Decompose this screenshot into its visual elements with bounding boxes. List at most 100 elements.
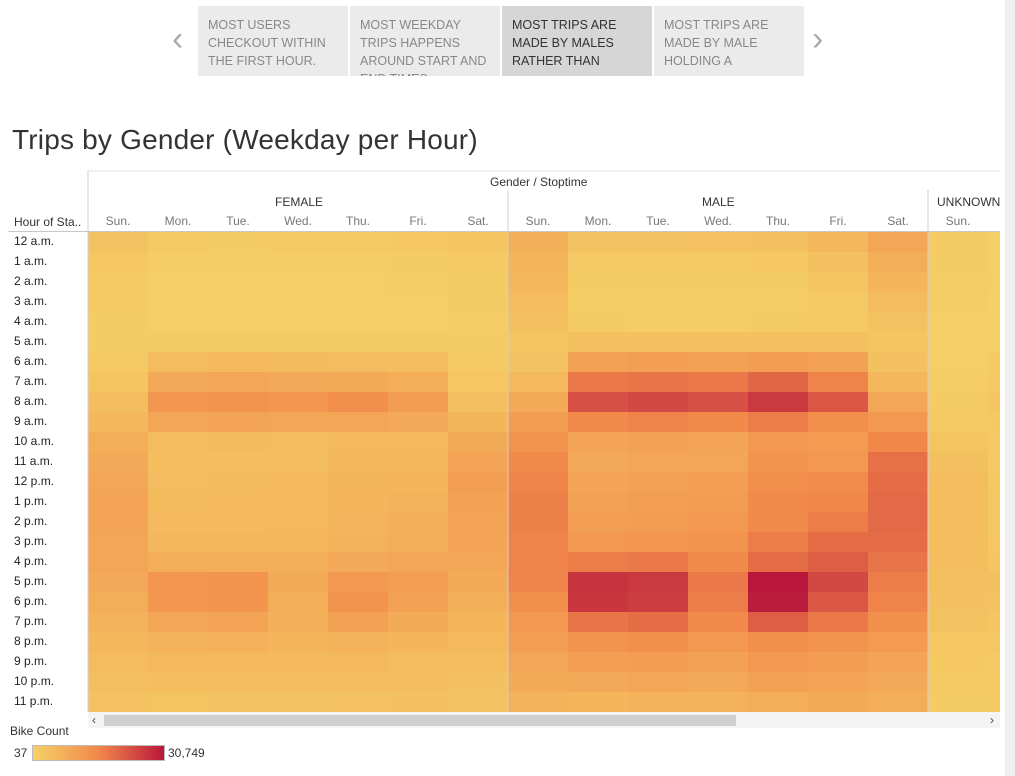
heatmap-cell[interactable]	[748, 652, 808, 672]
heatmap-cell[interactable]	[928, 252, 988, 272]
heatmap-cell[interactable]	[508, 492, 568, 512]
heatmap-cell[interactable]	[88, 672, 148, 692]
heatmap-cell[interactable]	[448, 512, 508, 532]
story-point-4[interactable]: MOST TRIPS ARE MADE BY MALE HOLDING A	[654, 6, 804, 76]
heatmap-cell[interactable]	[88, 272, 148, 292]
heatmap-cell[interactable]	[328, 572, 388, 592]
heatmap-cell[interactable]	[268, 572, 328, 592]
heatmap-cell[interactable]	[88, 432, 148, 452]
heatmap-cell[interactable]	[688, 652, 748, 672]
heatmap-cell[interactable]	[988, 352, 1000, 372]
heatmap-cell[interactable]	[628, 632, 688, 652]
heatmap-cell[interactable]	[88, 312, 148, 332]
heatmap-cell[interactable]	[148, 692, 208, 712]
heatmap-cell[interactable]	[748, 272, 808, 292]
heatmap-cell[interactable]	[208, 472, 268, 492]
heatmap-cell[interactable]	[88, 232, 148, 252]
heatmap-cell[interactable]	[508, 672, 568, 692]
heatmap-cell[interactable]	[808, 312, 868, 332]
heatmap-cell[interactable]	[688, 692, 748, 712]
heatmap-cell[interactable]	[388, 392, 448, 412]
heatmap-cell[interactable]	[628, 612, 688, 632]
heatmap-cell[interactable]	[148, 672, 208, 692]
heatmap-cell[interactable]	[868, 332, 928, 352]
heatmap-cell[interactable]	[628, 252, 688, 272]
heatmap-cell[interactable]	[808, 412, 868, 432]
heatmap-cell[interactable]	[688, 432, 748, 452]
scrollbar-thumb[interactable]	[104, 715, 736, 726]
heatmap-cell[interactable]	[388, 452, 448, 472]
heatmap-cell[interactable]	[328, 532, 388, 552]
heatmap-cell[interactable]	[868, 272, 928, 292]
heatmap-cell[interactable]	[628, 232, 688, 252]
heatmap-cell[interactable]	[448, 572, 508, 592]
heatmap-cell[interactable]	[988, 492, 1000, 512]
heatmap-cell[interactable]	[148, 272, 208, 292]
heatmap-cell[interactable]	[508, 532, 568, 552]
heatmap-cell[interactable]	[928, 632, 988, 652]
heatmap-cell[interactable]	[988, 332, 1000, 352]
heatmap-cell[interactable]	[268, 692, 328, 712]
heatmap-cell[interactable]	[448, 592, 508, 612]
heatmap-cell[interactable]	[388, 632, 448, 652]
heatmap-cell[interactable]	[448, 432, 508, 452]
heatmap-cell[interactable]	[268, 312, 328, 332]
heatmap-cell[interactable]	[88, 472, 148, 492]
heatmap-cell[interactable]	[568, 652, 628, 672]
heatmap-cell[interactable]	[448, 652, 508, 672]
heatmap-cell[interactable]	[328, 692, 388, 712]
heatmap-cell[interactable]	[208, 592, 268, 612]
heatmap-cell[interactable]	[508, 472, 568, 492]
heatmap-cell[interactable]	[88, 612, 148, 632]
heatmap-cell[interactable]	[748, 452, 808, 472]
heatmap-cell[interactable]	[748, 332, 808, 352]
heatmap-cell[interactable]	[508, 392, 568, 412]
heatmap-cell[interactable]	[688, 372, 748, 392]
heatmap-cell[interactable]	[148, 492, 208, 512]
heatmap-cell[interactable]	[388, 512, 448, 532]
heatmap-cell[interactable]	[448, 692, 508, 712]
heatmap-cell[interactable]	[88, 252, 148, 272]
heatmap-cell[interactable]	[508, 232, 568, 252]
heatmap-cell[interactable]	[748, 512, 808, 532]
heatmap-cell[interactable]	[448, 452, 508, 472]
heatmap-cell[interactable]	[148, 472, 208, 492]
heatmap-cell[interactable]	[808, 372, 868, 392]
heatmap-cell[interactable]	[328, 632, 388, 652]
heatmap-cell[interactable]	[928, 432, 988, 452]
scroll-right-icon[interactable]: ›	[990, 713, 994, 727]
heatmap-cell[interactable]	[748, 552, 808, 572]
heatmap-cell[interactable]	[988, 472, 1000, 492]
heatmap-cell[interactable]	[808, 392, 868, 412]
heatmap-cell[interactable]	[88, 452, 148, 472]
heatmap-cell[interactable]	[988, 312, 1000, 332]
heatmap-cell[interactable]	[688, 232, 748, 252]
heatmap-cell[interactable]	[928, 472, 988, 492]
heatmap-cell[interactable]	[988, 392, 1000, 412]
heatmap-cell[interactable]	[628, 352, 688, 372]
heatmap-cell[interactable]	[988, 532, 1000, 552]
heatmap-cell[interactable]	[268, 632, 328, 652]
heatmap-cell[interactable]	[208, 232, 268, 252]
heatmap-cell[interactable]	[748, 692, 808, 712]
heatmap-cell[interactable]	[88, 372, 148, 392]
heatmap-cell[interactable]	[328, 452, 388, 472]
heatmap-cell[interactable]	[928, 412, 988, 432]
heatmap-cell[interactable]	[988, 432, 1000, 452]
heatmap-cell[interactable]	[88, 532, 148, 552]
heatmap-cell[interactable]	[148, 352, 208, 372]
heatmap-cell[interactable]	[208, 632, 268, 652]
heatmap-cell[interactable]	[868, 652, 928, 672]
heatmap-cell[interactable]	[688, 452, 748, 472]
heatmap-cell[interactable]	[508, 572, 568, 592]
heatmap-cell[interactable]	[928, 572, 988, 592]
heatmap-cell[interactable]	[628, 372, 688, 392]
heatmap-cell[interactable]	[328, 352, 388, 372]
heatmap-cell[interactable]	[208, 432, 268, 452]
heatmap-cell[interactable]	[88, 652, 148, 672]
heatmap-cell[interactable]	[328, 372, 388, 392]
heatmap-cell[interactable]	[628, 532, 688, 552]
heatmap-cell[interactable]	[988, 372, 1000, 392]
heatmap-cell[interactable]	[568, 252, 628, 272]
heatmap-cell[interactable]	[88, 352, 148, 372]
